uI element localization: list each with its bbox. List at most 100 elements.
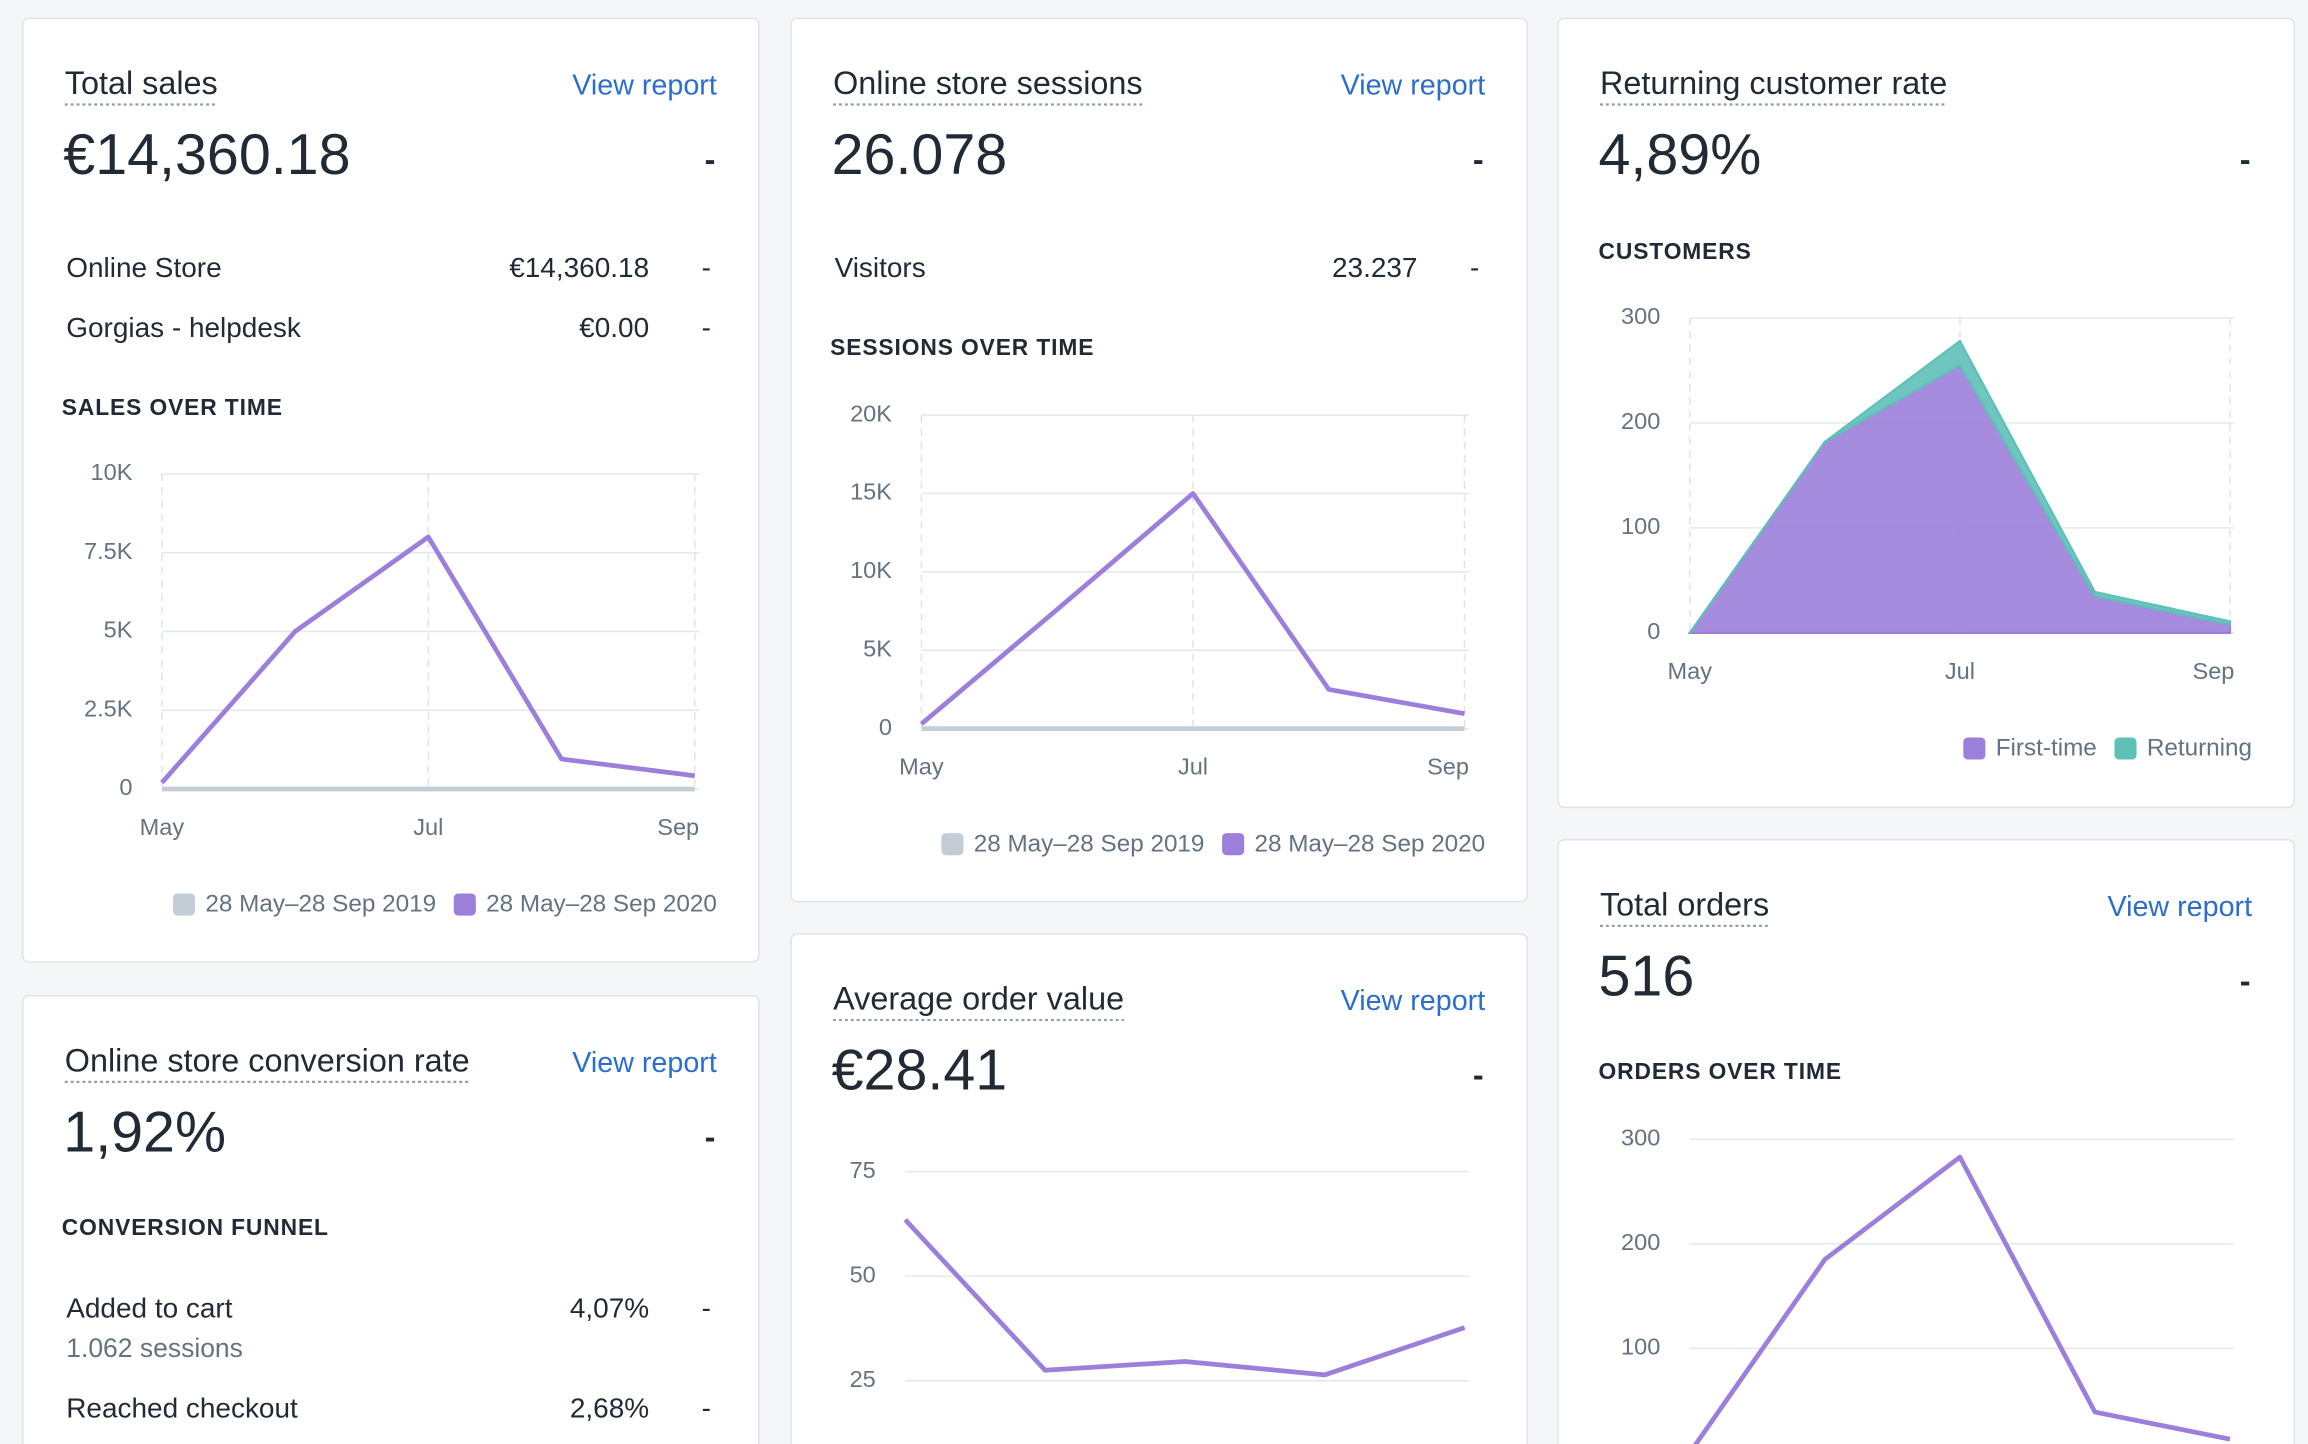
row-label: Visitors: [835, 252, 926, 283]
row-value: 23.237: [1332, 252, 1417, 283]
card-title: Returning customer rate: [1600, 65, 1947, 101]
legend-swatch: [1963, 737, 1986, 760]
legend-label: 28 May–28 Sep 2020: [486, 891, 717, 918]
row-change: -: [702, 1393, 711, 1424]
card-title: Total sales: [65, 65, 218, 101]
view-report-link[interactable]: View report: [572, 1047, 717, 1079]
row-change: -: [702, 1292, 711, 1323]
legend-label: First-time: [1996, 735, 2097, 762]
legend-label: 28 May–28 Sep 2019: [974, 830, 1205, 857]
metric-value: 516: [1599, 944, 1695, 1008]
metric-value: 1,92%: [63, 1101, 226, 1165]
line-series: [903, 1218, 1466, 1378]
legend-label: 28 May–28 Sep 2020: [1254, 830, 1485, 857]
y-tick-label: 100: [1621, 1334, 1660, 1360]
metric-value: €14,360.18: [63, 123, 350, 187]
x-tick-label: May: [1668, 658, 1713, 684]
y-tick-label: 20K: [850, 400, 892, 426]
y-tick-label: 200: [1621, 408, 1660, 434]
row-label: Gorgias - helpdesk: [66, 312, 302, 343]
card: [1557, 839, 2295, 1444]
card-title: Total orders: [1600, 886, 1769, 922]
legend-swatch: [2114, 737, 2137, 760]
section-label: CONVERSION FUNNEL: [62, 1214, 329, 1240]
chart: SESSIONS OVER TIME 0 5K 10K 15K 20K May Jul Sep 2…: [830, 334, 1485, 857]
row-value: €14,360.18: [509, 252, 649, 283]
y-tick-label: 10K: [850, 557, 892, 583]
area: [1688, 339, 2232, 634]
chart: CUSTOMERS 0 100 200 300 May Jul Sep Returning Fir…: [1599, 238, 2253, 761]
legend-label: 28 May–28 Sep 2019: [205, 891, 436, 918]
y-tick-label: 0: [879, 714, 892, 740]
card: [22, 995, 760, 1444]
row-label: Reached checkout: [66, 1393, 298, 1424]
row-label: Online Store: [66, 252, 221, 283]
y-tick-label: 5K: [863, 635, 892, 661]
view-report-link[interactable]: View report: [2107, 891, 2252, 923]
y-tick-label: 25: [850, 1366, 876, 1392]
line-series: [919, 491, 1465, 726]
y-tick-label: 200: [1621, 1229, 1660, 1255]
x-tick-label: Jul: [1945, 658, 1975, 684]
y-tick-label: 7.5K: [84, 538, 133, 564]
row-change: -: [702, 312, 711, 343]
y-tick-label: 2.5K: [84, 695, 133, 721]
line-series: [1693, 1154, 2231, 1444]
card: [22, 17, 760, 963]
card: [790, 933, 1528, 1444]
card-title: Average order value: [833, 980, 1124, 1016]
chart-title: ORDERS OVER TIME: [1599, 1058, 1842, 1084]
legend-swatch: [173, 893, 196, 916]
y-tick-label: 75: [850, 1157, 876, 1183]
row-value: €0.00: [579, 312, 649, 343]
line-series: [160, 534, 696, 785]
y-tick-label: 50: [850, 1261, 876, 1287]
view-report-link[interactable]: View report: [572, 69, 717, 101]
x-tick-label: Sep: [1427, 754, 1469, 780]
chart-title: SESSIONS OVER TIME: [830, 334, 1094, 360]
y-tick-label: 100: [1621, 513, 1660, 539]
card-title: Online store conversion rate: [65, 1042, 470, 1078]
x-tick-label: Sep: [657, 814, 699, 840]
legend-swatch: [453, 893, 476, 916]
legend-swatch: [941, 833, 964, 856]
x-tick-label: Sep: [2192, 658, 2234, 684]
row-change: -: [1470, 252, 1479, 283]
view-report-link[interactable]: View report: [1341, 69, 1486, 101]
chart: SALES OVER TIME 0 2.5K 5K 7.5K 10K May Jul Sep 28…: [62, 394, 717, 917]
legend-label: Returning: [2147, 735, 2252, 762]
metric-change: -: [2240, 141, 2251, 177]
y-tick-label: 10K: [91, 459, 133, 485]
chart-title: SALES OVER TIME: [62, 394, 283, 420]
metric-value: €28.41: [832, 1039, 1008, 1103]
metric-change: -: [705, 1119, 716, 1155]
metric-change: -: [1473, 141, 1484, 177]
metric-change: -: [2240, 963, 2251, 999]
metric-change: -: [705, 141, 716, 177]
y-tick-label: 0: [119, 774, 132, 800]
x-tick-label: May: [899, 754, 944, 780]
row-label: Added to cart: [66, 1292, 233, 1323]
legend-swatch: [1222, 833, 1245, 856]
metric-change: -: [1473, 1057, 1484, 1093]
row-sublabel: 1.062 sessions: [66, 1333, 243, 1363]
chart: 25 50 75: [850, 1157, 1469, 1392]
y-tick-label: 15K: [850, 479, 892, 505]
row-change: -: [702, 252, 711, 283]
y-tick-label: 300: [1621, 1125, 1660, 1151]
chart-title: CUSTOMERS: [1599, 238, 1752, 264]
metric-value: 4,89%: [1599, 123, 1762, 187]
x-tick-label: Jul: [413, 814, 443, 840]
x-tick-label: May: [140, 814, 185, 840]
x-tick-label: Jul: [1178, 754, 1208, 780]
metric-value: 26.078: [832, 123, 1008, 187]
card-title: Online store sessions: [833, 65, 1143, 101]
row-value: 2,68%: [570, 1393, 649, 1424]
row-value: 4,07%: [570, 1292, 649, 1323]
chart: ORDERS OVER TIME 100 200 300: [1599, 1058, 2235, 1444]
y-tick-label: 5K: [104, 617, 133, 643]
view-report-link[interactable]: View report: [1341, 985, 1486, 1017]
y-tick-label: 0: [1647, 618, 1660, 644]
